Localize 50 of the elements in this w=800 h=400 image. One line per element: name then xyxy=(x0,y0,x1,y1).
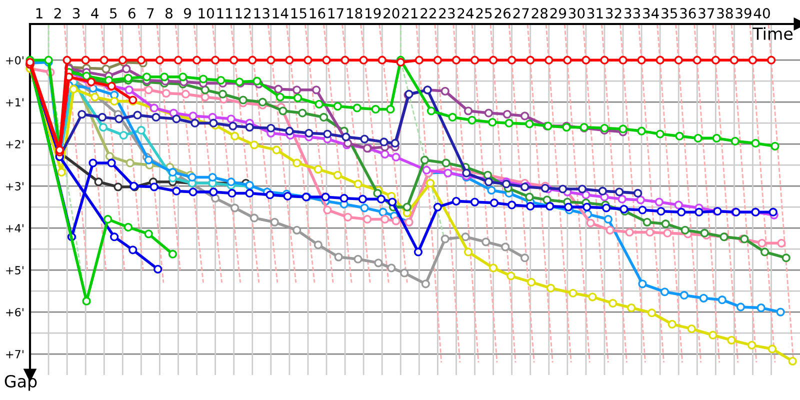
x-tick-label: 20 xyxy=(384,8,400,19)
y-tick-label: +0' xyxy=(6,56,24,64)
y-axis-title: Gap xyxy=(4,374,37,391)
x-axis-title: Time xyxy=(752,27,793,40)
x-tick-label: 2 xyxy=(54,8,61,18)
x-tick-label: 9 xyxy=(184,8,191,19)
x-tick-label: 30 xyxy=(568,8,585,19)
x-tick-label: 34 xyxy=(643,8,659,19)
x-tick-label: 5 xyxy=(110,8,117,19)
x-tick-label: 28 xyxy=(532,8,548,19)
x-tick-label: 40 xyxy=(754,8,770,19)
x-tick-label: 32 xyxy=(606,8,622,19)
x-tick-label: 27 xyxy=(513,8,529,18)
x-tick-label: 6 xyxy=(128,8,136,19)
x-tick-label: 38 xyxy=(717,8,733,19)
x-tick-label: 17 xyxy=(328,8,344,18)
x-tick-label: 18 xyxy=(346,8,362,19)
x-tick-label: 26 xyxy=(494,8,511,19)
x-tick-label: 12 xyxy=(236,8,251,18)
x-tick-label: 21 xyxy=(402,8,418,18)
x-tick-label: 8 xyxy=(166,8,172,19)
x-tick-label: 19 xyxy=(366,8,381,19)
x-tick-label: 1 xyxy=(36,8,42,18)
y-tick-label: +3' xyxy=(6,182,24,190)
x-tick-label: 33 xyxy=(624,8,640,19)
y-tick-label: +6' xyxy=(6,308,24,316)
x-tick-label: 13 xyxy=(254,8,270,19)
x-tick-label: 7 xyxy=(147,8,154,18)
x-tick-label: 10 xyxy=(198,8,214,19)
x-tick-label: 23 xyxy=(439,8,455,19)
x-tick-label: 3 xyxy=(72,8,80,19)
x-tick-label: 29 xyxy=(550,8,566,19)
x-tick-label: 15 xyxy=(291,8,306,19)
x-tick-label: 4 xyxy=(91,8,98,18)
y-tick-label: +1' xyxy=(6,98,24,106)
y-tick-label: +7' xyxy=(6,350,24,358)
x-tick-label: 36 xyxy=(680,8,696,19)
x-tick-label: 31 xyxy=(587,8,603,19)
y-tick-label: +2' xyxy=(6,140,24,148)
x-tick-label: 39 xyxy=(736,8,752,19)
y-tick-label: +5' xyxy=(6,266,24,274)
x-tick-label: 11 xyxy=(217,8,232,18)
y-tick-label: +4' xyxy=(6,224,24,232)
x-tick-label: 16 xyxy=(310,8,326,19)
x-tick-label: 37 xyxy=(698,8,714,19)
x-tick-label: 24 xyxy=(458,8,474,18)
x-tick-label: 25 xyxy=(476,8,492,19)
x-tick-label: 14 xyxy=(272,8,288,18)
x-tick-label: 22 xyxy=(420,8,436,18)
x-tick-label: 35 xyxy=(662,8,677,19)
